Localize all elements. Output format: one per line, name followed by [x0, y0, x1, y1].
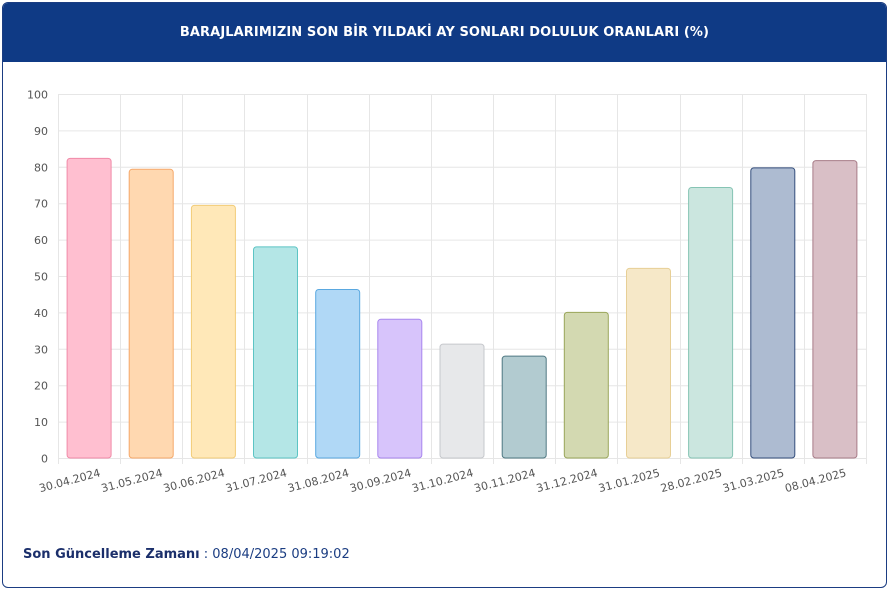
x-tick-label: 31.03.2025 [721, 466, 785, 495]
x-tick-label: 31.08.2024 [286, 466, 350, 495]
y-axis-ticks: 0 10 20 30 40 50 60 70 80 90 100 [27, 89, 48, 466]
bar-30.04.2024[interactable] [66, 157, 112, 459]
x-tick-label: 30.04.2024 [38, 466, 102, 495]
x-tick-label: 31.05.2024 [100, 466, 164, 495]
y-tick-label: 20 [34, 380, 48, 393]
y-tick-label: 100 [27, 89, 48, 102]
x-tick-label: 30.11.2024 [473, 466, 537, 495]
last-update-label: Son Güncelleme Zamanı [23, 547, 200, 562]
chart-area: 0 10 20 30 40 50 60 70 80 90 100 30.04.2024 31.05.2… [3, 62, 886, 512]
y-tick-label: 50 [34, 271, 48, 284]
x-tick-label: 08.04.2025 [783, 466, 847, 495]
x-tick-label: 31.10.2024 [411, 466, 475, 495]
x-tick-label: 28.02.2025 [659, 466, 723, 495]
bar-31.08.2024[interactable] [315, 289, 361, 459]
bar-08.04.2025[interactable] [812, 160, 858, 459]
x-tick-label: 30.06.2024 [162, 466, 226, 495]
y-tick-label: 0 [41, 453, 48, 466]
bar-chart: 0 10 20 30 40 50 60 70 80 90 100 30.04.202431.05.2… [27, 89, 867, 495]
y-tick-label: 60 [34, 234, 48, 247]
y-tick-label: 40 [34, 307, 48, 320]
bar-31.07.2024[interactable] [253, 246, 298, 459]
y-tick-label: 70 [34, 198, 48, 211]
y-tick-label: 30 [34, 343, 48, 356]
bar-30.11.2024[interactable] [501, 355, 547, 459]
x-axis-ticks: 30.04.202431.05.202430.06.202431.07.2024… [38, 466, 848, 495]
bar-31.01.2025[interactable] [626, 267, 671, 459]
bar-31.05.2024[interactable] [128, 168, 174, 459]
bar-31.03.2025[interactable] [750, 167, 796, 459]
x-tick-label: 31.01.2025 [597, 466, 661, 495]
x-tick-label: 31.12.2024 [535, 466, 599, 495]
bar-31.10.2024[interactable] [439, 343, 485, 459]
last-update-value: 08/04/2025 09:19:02 [212, 547, 350, 562]
chart-title: BARAJLARIMIZIN SON BİR YILDAKİ AY SONLAR… [179, 25, 710, 40]
bar-31.12.2024[interactable] [563, 311, 609, 459]
last-update: Son Güncelleme Zamanı : 08/04/2025 09:19… [23, 547, 350, 562]
last-update-separator: : [199, 547, 213, 562]
chart-header: BARAJLARIMIZIN SON BİR YILDAKİ AY SONLAR… [3, 3, 886, 62]
bar-30.06.2024[interactable] [190, 204, 236, 459]
bar-30.09.2024[interactable] [377, 318, 423, 459]
y-tick-label: 10 [34, 416, 48, 429]
y-tick-label: 90 [34, 125, 48, 138]
x-tick-label: 31.07.2024 [224, 466, 288, 495]
bar-28.02.2025[interactable] [688, 187, 734, 459]
x-tick-label: 30.09.2024 [348, 466, 412, 495]
y-tick-label: 80 [34, 161, 48, 174]
bar-series [66, 157, 858, 459]
